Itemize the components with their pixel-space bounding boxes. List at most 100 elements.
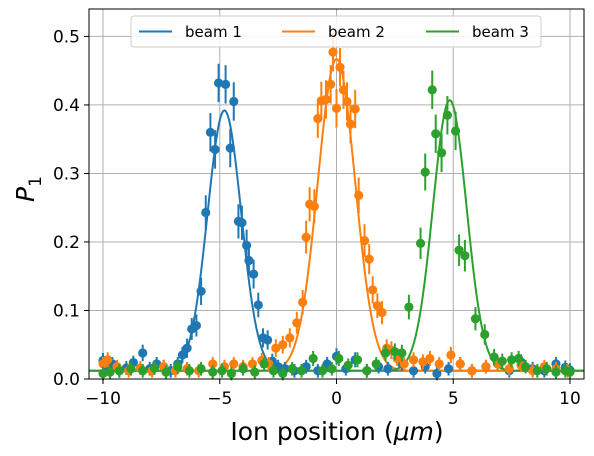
y-tick-label: 0.1 <box>53 301 80 321</box>
data-point-beam-2 <box>278 340 288 350</box>
data-point-beam-3 <box>489 352 499 362</box>
data-point-beam-2 <box>328 47 338 57</box>
x-axis-title-unit: μm <box>393 417 434 446</box>
x-tick-label: 5 <box>448 389 459 409</box>
data-point-beam-2 <box>354 190 364 200</box>
data-point-beam-2 <box>292 318 302 328</box>
data-point-beam-2 <box>377 307 387 318</box>
data-point-beam-3 <box>436 148 447 158</box>
data-point-beam-3 <box>480 329 490 340</box>
data-point-beam-2 <box>342 96 352 107</box>
data-point-beam-3 <box>454 245 464 255</box>
x-axis-title-prefix: Ion position ( <box>230 417 393 446</box>
data-point-beam-3 <box>217 366 227 376</box>
data-point-beam-3 <box>371 359 381 369</box>
data-point-beam-1 <box>432 368 442 379</box>
data-point-beam-2 <box>350 104 360 114</box>
x-tick-label: 10 <box>559 389 581 409</box>
data-point-beam-3 <box>327 364 337 374</box>
data-point-beam-2 <box>408 355 419 365</box>
y-tick-label: 0.3 <box>53 164 80 184</box>
data-point-beam-3 <box>497 356 507 366</box>
data-point-beam-3 <box>551 367 561 377</box>
data-point-beam-2 <box>418 357 428 367</box>
data-point-beam-3 <box>287 364 297 374</box>
y-axis-title: P1 <box>11 176 46 202</box>
x-tick-label: −5 <box>207 389 232 409</box>
data-point-beam-1 <box>443 364 454 374</box>
data-point-beam-1 <box>138 348 148 358</box>
legend-label-beam-1: beam 1 <box>185 23 242 41</box>
data-point-beam-3 <box>98 368 108 379</box>
data-point-beam-2 <box>271 343 281 353</box>
data-point-beam-3 <box>268 366 279 376</box>
data-point-beam-3 <box>334 353 344 364</box>
y-tick-label: 0.4 <box>53 96 80 116</box>
x-tick-label: −10 <box>85 389 121 409</box>
y-tick-label: 0.5 <box>53 27 80 47</box>
data-point-beam-2 <box>338 85 349 95</box>
data-point-beam-3 <box>196 364 206 374</box>
data-point-beam-1 <box>244 255 254 266</box>
data-point-beam-3 <box>442 110 453 120</box>
data-point-beam-1 <box>177 350 187 360</box>
data-point-beam-2 <box>345 119 356 129</box>
data-point-beam-1 <box>210 144 220 155</box>
data-point-beam-2 <box>208 359 218 369</box>
data-point-beam-1 <box>237 218 247 228</box>
data-point-beam-3 <box>431 129 441 139</box>
data-point-beam-3 <box>565 367 575 377</box>
data-points <box>98 32 575 381</box>
data-point-beam-3 <box>532 366 542 376</box>
legend-label-beam-3: beam 3 <box>472 23 529 41</box>
data-point-beam-2 <box>335 62 345 72</box>
x-axis-title: Ion position (μm) <box>230 417 443 446</box>
data-point-beam-2 <box>321 94 331 105</box>
legend-box <box>130 15 542 48</box>
data-point-beam-1 <box>229 96 239 107</box>
legend: beam 1 beam 2 beam 3 <box>130 15 542 48</box>
data-point-beam-2 <box>481 362 491 372</box>
data-point-beam-3 <box>308 353 318 364</box>
data-point-beam-2 <box>425 353 435 364</box>
data-point-beam-3 <box>343 360 353 370</box>
y-axis-title-main: P <box>11 186 40 202</box>
data-point-beam-1 <box>196 286 206 296</box>
data-point-beam-3 <box>226 368 237 379</box>
data-point-beam-3 <box>380 348 391 358</box>
data-point-beam-1 <box>263 335 273 345</box>
data-point-beam-3 <box>415 238 426 248</box>
data-point-beam-3 <box>208 367 218 377</box>
data-point-beam-1 <box>205 127 216 137</box>
data-point-beam-2 <box>368 285 378 295</box>
data-point-beam-2 <box>309 201 319 211</box>
data-point-beam-3 <box>420 167 430 177</box>
data-point-beam-3 <box>507 355 517 365</box>
data-point-beam-3 <box>521 362 531 372</box>
data-point-beam-2 <box>285 333 295 343</box>
axis-ticks: −10 −5 0 5 10 0.0 0.1 0.2 0.3 0.4 0.5 <box>53 27 581 409</box>
data-point-beam-3 <box>317 366 328 376</box>
data-point-beam-1 <box>213 78 224 88</box>
data-point-beam-1 <box>201 207 211 218</box>
data-point-beam-2 <box>359 235 370 246</box>
data-point-beam-3 <box>460 251 470 261</box>
y-axis-title-subscript: 1 <box>26 176 46 187</box>
data-point-beam-3 <box>514 353 524 364</box>
data-point-beam-2 <box>455 359 465 369</box>
data-point-beam-2 <box>399 359 409 369</box>
data-point-beam-1 <box>408 366 419 376</box>
data-point-beam-2 <box>301 232 311 242</box>
data-point-beam-3 <box>105 367 115 377</box>
data-point-beam-1 <box>383 364 393 374</box>
data-point-beam-3 <box>138 366 148 376</box>
data-point-beam-2 <box>364 254 374 264</box>
data-point-beam-3 <box>427 85 437 95</box>
data-point-beam-3 <box>238 364 248 374</box>
data-point-beam-1 <box>225 143 235 153</box>
data-point-beam-2 <box>298 297 308 307</box>
data-point-beam-3 <box>397 348 407 358</box>
data-point-beam-2 <box>434 359 444 369</box>
data-point-beam-3 <box>296 366 307 376</box>
